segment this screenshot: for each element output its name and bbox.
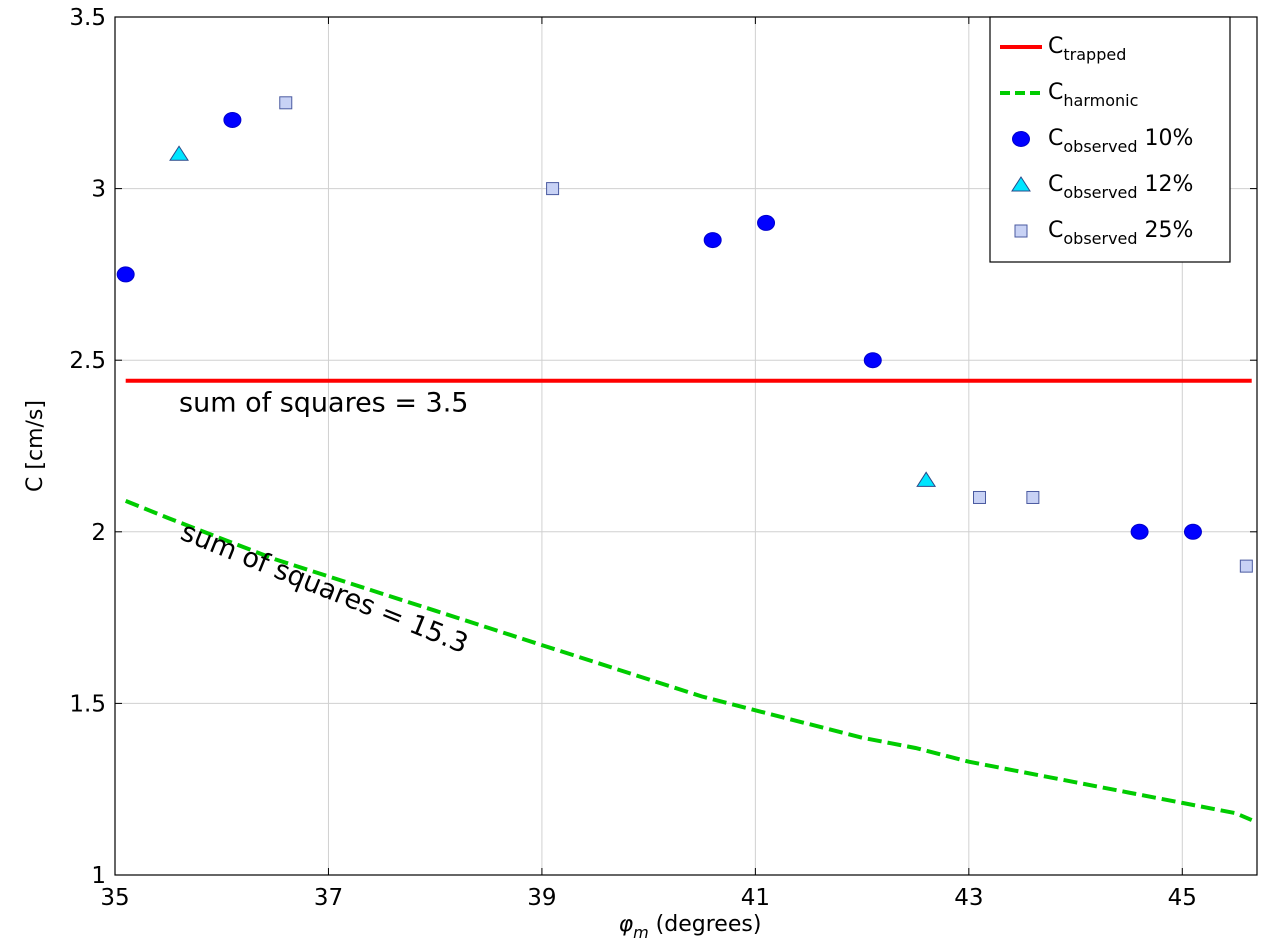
y-tick-label: 3.5 (69, 5, 106, 31)
legend-item-1: Charmonic (1000, 80, 1138, 110)
y-axis-label: C [cm/s] (23, 400, 48, 492)
x-tick-label: 39 (527, 885, 556, 911)
data-point-triangle (169, 145, 189, 161)
legend-label-base: C (1048, 172, 1063, 197)
series-1 (124, 499, 1253, 822)
legend-label-subscript: observed (1063, 229, 1137, 248)
axis-ticks: 35 37 39 41 43 45 1 1.5 2 2.5 3 3.5 (69, 5, 1257, 911)
legend-swatch-square (1014, 224, 1028, 238)
legend-item-3: Cobserved 12% (1011, 172, 1193, 202)
legend-label-subscript: observed (1063, 137, 1137, 156)
legend-label-subscript: harmonic (1063, 91, 1138, 110)
data-point-square (1026, 490, 1040, 504)
legend-label-base: C (1048, 218, 1063, 243)
legend-item-0: Ctrapped (1000, 34, 1126, 64)
y-tick-label: 3 (91, 177, 106, 203)
x-tick-label: 35 (100, 885, 129, 911)
data-point-triangle (916, 471, 937, 487)
x-axis-label-subscript: m (633, 923, 649, 942)
data-point-circle (116, 266, 135, 283)
series-layer (116, 96, 1253, 822)
legend-label-subscript: trapped (1063, 45, 1126, 64)
x-tick-label: 45 (1168, 885, 1197, 911)
x-tick-label: 41 (741, 885, 770, 911)
y-tick-label: 1.5 (69, 691, 106, 717)
x-axis-label-text: (degrees) (649, 912, 762, 937)
legend-label-suffix: 25% (1138, 218, 1194, 243)
legend-label-suffix: 12% (1138, 172, 1194, 197)
legend-item-2: Cobserved 10% (1012, 126, 1193, 156)
y-tick-label: 1 (91, 863, 106, 889)
legend-label: Cobserved 10% (1048, 126, 1193, 156)
x-axis-label-symbol: φ (619, 912, 634, 937)
legend-label-base: C (1048, 80, 1063, 105)
data-point-square (1239, 559, 1253, 573)
legend-box (989, 16, 1231, 263)
data-point-circle (757, 214, 776, 231)
legend-item-4: Cobserved 25% (1014, 218, 1193, 248)
x-axis-label: φm (degrees) (619, 912, 762, 942)
y-tick-label: 2.5 (69, 348, 106, 374)
data-point-circle (863, 352, 882, 369)
data-point-square (973, 490, 987, 504)
series-3 (169, 145, 937, 487)
y-tick-label: 2 (91, 520, 106, 546)
legend-label: Charmonic (1048, 80, 1138, 110)
data-point-circle (1130, 523, 1149, 540)
legend-label-suffix: 10% (1138, 126, 1194, 151)
legend-swatch-triangle (1011, 176, 1031, 192)
data-point-square (546, 182, 560, 196)
legend-label: Ctrapped (1048, 34, 1126, 64)
legend-label-subscript: observed (1063, 183, 1137, 202)
series-2 (116, 111, 1202, 540)
data-point-circle (223, 111, 242, 128)
data-point-circle (703, 232, 722, 249)
legend-label-base: C (1048, 126, 1063, 151)
plot-frame (114, 16, 1258, 876)
x-tick-label: 37 (314, 885, 343, 911)
data-point-square (279, 96, 293, 110)
legend-label-base: C (1048, 34, 1063, 59)
data-point-circle (1183, 523, 1202, 540)
series-4 (279, 96, 1253, 573)
x-tick-label: 43 (954, 885, 983, 911)
annotation-1: sum of squares = 3.5 (179, 388, 468, 419)
legend-swatch-circle (1012, 131, 1030, 147)
legend-label: Cobserved 12% (1048, 172, 1193, 202)
harmonic-line (124, 499, 1253, 822)
legend-label: Cobserved 25% (1048, 218, 1193, 248)
